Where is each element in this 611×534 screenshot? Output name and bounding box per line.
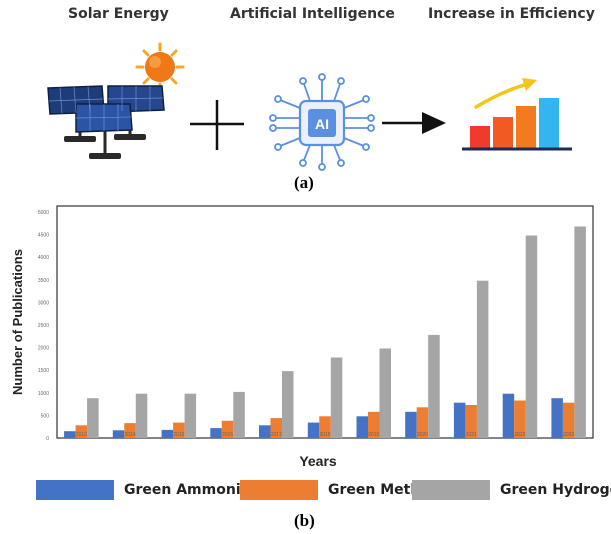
x-tick-label: 2016 xyxy=(222,432,233,438)
y-axis-label: Number of Publications xyxy=(10,249,25,395)
bar-green-methanol-2013 xyxy=(75,425,88,438)
bar-green-methanol-2022 xyxy=(514,400,526,438)
chart-legend: Green Ammonia Green Methanol Green Hydro… xyxy=(0,480,611,504)
bar-green-hydrogen-2020 xyxy=(428,334,440,438)
ai-chip-label: AI xyxy=(315,116,329,132)
bar-green-methanol-2019 xyxy=(368,411,380,438)
bar-green-methanol-2014 xyxy=(124,423,136,438)
x-tick-label: 2018 xyxy=(319,432,330,438)
bar-green-methanol-2016 xyxy=(221,420,234,438)
y-axis-ticks: 0 500 1000 1500 2000 2500 3000 3500 4000 4500 5000 xyxy=(38,210,49,442)
x-tick-label: 2017 xyxy=(271,432,282,438)
growth-bar-chart-icon xyxy=(462,78,572,151)
x-axis-label: Years xyxy=(299,453,337,469)
bar-series xyxy=(64,226,586,438)
plus-icon xyxy=(190,100,244,150)
legend-label-green-ammonia: Green Ammonia xyxy=(124,482,251,498)
solar-panels-icon xyxy=(47,85,165,159)
header-solar-energy: Solar Energy xyxy=(68,6,169,22)
legend-swatch-green-hydrogen xyxy=(412,480,490,500)
bar-green-hydrogen-2015 xyxy=(184,393,197,438)
y-tick-label: 4000 xyxy=(38,255,49,261)
bar-green-ammonia-2022 xyxy=(502,393,515,438)
bar-green-ammonia-2019 xyxy=(356,416,368,438)
bar-green-hydrogen-2021 xyxy=(476,280,489,438)
bar-green-hydrogen-2018 xyxy=(330,357,343,438)
x-tick-label: 2014 xyxy=(125,432,136,438)
bar-green-ammonia-2023 xyxy=(551,398,563,438)
bar-green-hydrogen-2017 xyxy=(282,371,294,438)
x-tick-label: 2020 xyxy=(417,432,428,438)
bar-green-methanol-2021 xyxy=(465,405,477,438)
y-tick-label: 500 xyxy=(41,413,50,419)
legend-item-green-hydrogen: Green Hydrogen xyxy=(412,480,611,500)
y-tick-label: 1500 xyxy=(38,368,49,374)
x-axis-ticks: 2013 2014 2015 2016 2017 2018 2019 2020 2021 2022… xyxy=(76,432,575,438)
header-artificial-intelligence: Artificial Intelligence xyxy=(230,6,395,22)
y-tick-label: 2000 xyxy=(38,346,49,352)
y-tick-label: 2500 xyxy=(38,323,49,329)
x-tick-label: 2023 xyxy=(563,432,574,438)
y-tick-label: 5000 xyxy=(38,210,49,216)
bar-green-ammonia-2015 xyxy=(161,429,174,438)
ai-chip-icon: AI xyxy=(269,73,375,171)
y-tick-label: 0 xyxy=(46,436,49,442)
x-tick-label: 2022 xyxy=(514,432,525,438)
bar-green-hydrogen-2019 xyxy=(379,348,391,438)
bar-green-ammonia-2016 xyxy=(210,428,222,438)
panel-b-label: (b) xyxy=(294,511,315,530)
bar-green-methanol-2018 xyxy=(319,416,331,438)
sun-icon xyxy=(135,42,185,92)
bar-green-hydrogen-2016 xyxy=(233,391,245,438)
y-tick-label: 3500 xyxy=(38,278,49,284)
y-tick-label: 1000 xyxy=(38,391,49,397)
bar-green-methanol-2015 xyxy=(173,422,185,438)
panel-a-illustration: AI xyxy=(47,42,572,171)
bar-green-hydrogen-2022 xyxy=(525,235,538,438)
x-tick-label: 2019 xyxy=(368,432,379,438)
legend-swatch-green-ammonia xyxy=(36,480,114,500)
bar-green-ammonia-2017 xyxy=(259,425,271,438)
header-increase-efficiency: Increase in Efficiency xyxy=(428,6,595,22)
bar-green-hydrogen-2014 xyxy=(135,393,148,438)
bar-green-ammonia-2018 xyxy=(307,422,320,438)
bar-green-hydrogen-2013 xyxy=(87,398,99,438)
y-tick-label: 4500 xyxy=(38,233,49,239)
bar-green-ammonia-2014 xyxy=(112,430,125,438)
bar-green-hydrogen-2023 xyxy=(574,226,586,438)
panel-a-label: (a) xyxy=(294,173,314,192)
legend-label-green-hydrogen: Green Hydrogen xyxy=(500,482,611,498)
legend-swatch-green-methanol xyxy=(240,480,318,500)
bar-green-methanol-2020 xyxy=(416,407,429,438)
x-tick-label: 2021 xyxy=(466,432,477,438)
legend-item-green-ammonia: Green Ammonia xyxy=(36,480,250,500)
bar-green-methanol-2017 xyxy=(270,418,282,438)
bar-green-ammonia-2020 xyxy=(405,411,417,438)
arrow-right-icon xyxy=(382,112,446,134)
x-tick-label: 2013 xyxy=(76,432,87,438)
x-tick-label: 2015 xyxy=(173,432,184,438)
bar-green-ammonia-2013 xyxy=(64,431,76,438)
y-tick-label: 3000 xyxy=(38,300,49,306)
publications-bar-chart: 0 500 1000 1500 2000 2500 3000 3500 4000 4500 5000… xyxy=(10,205,594,469)
bar-green-ammonia-2021 xyxy=(453,402,466,438)
bar-green-methanol-2023 xyxy=(562,402,575,438)
